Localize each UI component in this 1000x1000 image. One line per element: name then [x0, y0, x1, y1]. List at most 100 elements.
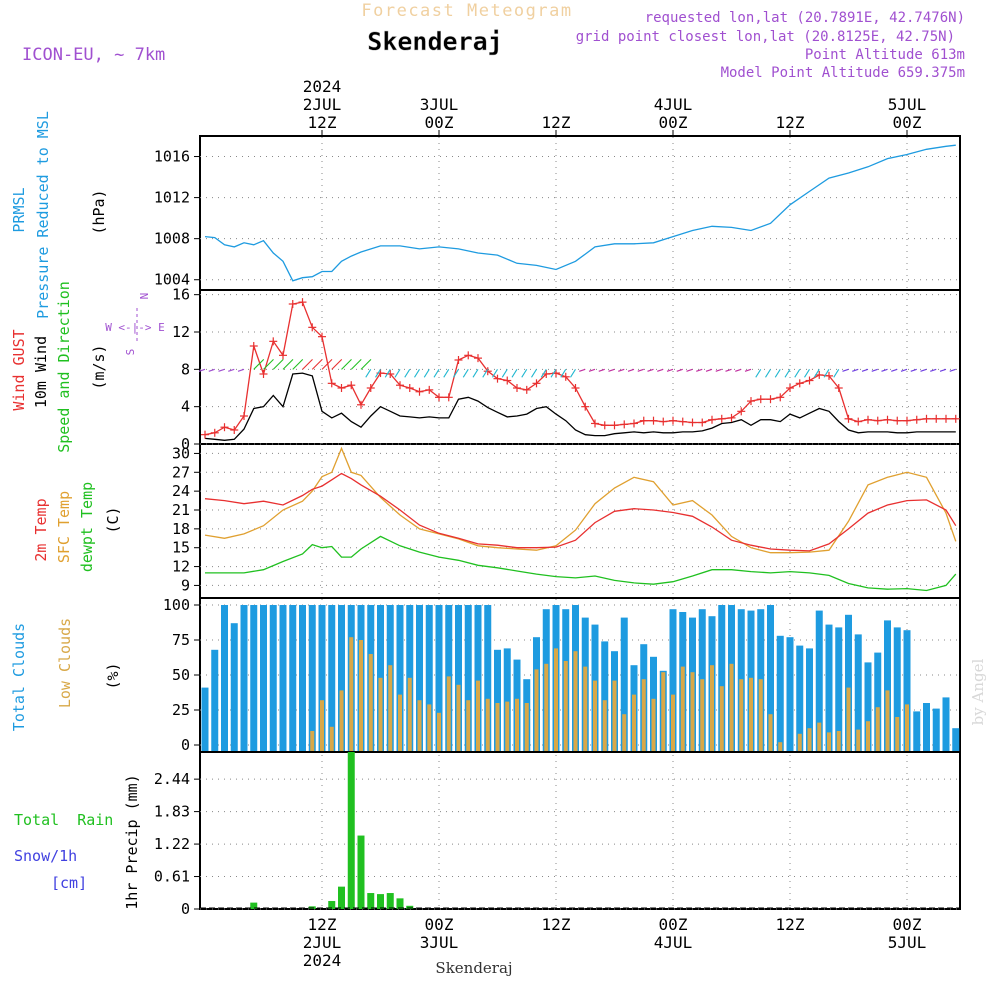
time-tick-label: 00Z — [425, 113, 454, 132]
precip-unit: 1hr Precip (mm) — [123, 774, 141, 909]
wind-arrow — [272, 358, 284, 370]
total-cloud-bar — [620, 617, 628, 751]
total-cloud-bar — [308, 605, 316, 751]
sfc-temp-label: SFC Temp — [55, 491, 73, 563]
low-cloud-bar — [827, 732, 831, 751]
total-cloud-bar — [455, 605, 462, 751]
total-cloud-bar — [942, 697, 950, 751]
wind-arrow — [765, 369, 771, 378]
wind-arrow — [618, 368, 625, 372]
wind-dir-label: Speed and Direction — [55, 281, 73, 453]
wind-arrow — [208, 368, 215, 372]
total-cloud-bar — [825, 624, 833, 751]
temp-unit: (C) — [104, 506, 122, 533]
ytick-label: 100 — [163, 596, 190, 614]
snow-label: Snow/1h — [14, 847, 77, 865]
ytick-label: 50 — [172, 666, 190, 684]
pressure-label-full: Pressure Reduced to MSL — [34, 111, 52, 319]
wind-arrow — [725, 368, 732, 372]
low-cloud-bar — [456, 684, 461, 751]
wind-arrow — [198, 368, 206, 372]
precip-bar — [367, 893, 375, 909]
wind-arrow — [861, 368, 869, 372]
wind-arrow — [939, 368, 947, 372]
dewpt-label: dewpt Temp — [78, 482, 96, 572]
low-cloud-bar — [554, 648, 558, 751]
low-cloud-bar — [573, 651, 578, 751]
ytick-label: 4 — [181, 398, 190, 416]
time-tick-label: 12Z — [776, 113, 805, 132]
series-lines — [201, 144, 960, 592]
time-tick-label: 12Z — [308, 915, 337, 934]
ytick-label: 12 — [172, 323, 190, 341]
low-cloud-bar — [622, 714, 627, 751]
low-cloud-bar — [719, 686, 724, 751]
model-label: ICON-EU, ~ 7km — [22, 45, 165, 65]
total-cloud-bar — [874, 652, 882, 751]
low-cloud-bar — [875, 707, 880, 751]
low-cloud-bar — [885, 690, 890, 751]
wind-arrow — [521, 369, 528, 378]
low-cloud-bar — [349, 637, 354, 751]
low-cloud-bar — [524, 703, 529, 751]
snow-unit: [cm] — [51, 874, 87, 892]
total-cloud-bar — [923, 703, 930, 751]
total-cloud-bar — [260, 605, 267, 751]
wind-arrow — [949, 368, 956, 372]
wind-arrow — [920, 368, 927, 372]
low-cloud-bar — [768, 714, 773, 751]
sfc-temp-line — [204, 446, 957, 554]
low-cloud-bar — [593, 680, 597, 751]
ytick-label: 16 — [172, 286, 190, 304]
ytick-label: 1.22 — [154, 835, 190, 853]
low-cloud-bar — [739, 679, 744, 751]
low-cloud-bar — [515, 698, 519, 751]
time-tick-label: 3JUL — [420, 95, 459, 114]
wind-arrow — [627, 368, 635, 372]
total-cloud-bar — [250, 605, 258, 751]
low-cloud-bar — [466, 700, 471, 751]
total-cloud-bar — [240, 605, 248, 751]
watermark: by Angel — [969, 658, 987, 725]
wind-arrow — [492, 369, 498, 378]
time-tick-label: 2JUL — [303, 95, 342, 114]
total-cloud-bar — [893, 627, 901, 751]
compass-we: W <-|-> E — [105, 321, 165, 334]
low-cloud-bar — [905, 704, 909, 751]
wind-arrow — [666, 368, 674, 372]
low-cloud-bar — [680, 666, 685, 751]
grid-point: grid point closest lon,lat (20.8125E, 42… — [576, 29, 955, 45]
wind-arrow — [263, 358, 274, 370]
total-cloud-bar — [269, 605, 277, 751]
wind-arrow — [331, 358, 343, 370]
low-cloud-bar — [320, 700, 324, 751]
low-cloud-bar — [661, 672, 666, 751]
total-cloud-bar — [767, 605, 774, 751]
low-cloud-bar — [378, 677, 383, 751]
wind-arrow — [433, 369, 440, 378]
wind-arrow — [472, 369, 479, 378]
total-cloud-bar — [845, 614, 852, 751]
total-cloud-bar — [601, 641, 609, 751]
precip-bar — [357, 835, 365, 909]
precip-bar — [250, 902, 258, 909]
wind-arrow — [676, 368, 683, 372]
low-cloud-bar — [817, 722, 822, 751]
ytick-label: 15 — [172, 539, 190, 557]
wind-arrow — [228, 368, 235, 372]
low-cloud-bar — [368, 654, 373, 751]
wind-arrow — [375, 369, 381, 378]
time-tick-label: 12Z — [776, 915, 805, 934]
low-cloud-bar — [895, 717, 900, 751]
wind-arrow — [871, 368, 878, 372]
total-cloud-bar — [279, 605, 287, 751]
wind-arrow — [404, 369, 411, 378]
wind-arrow — [784, 369, 791, 378]
wind-arrow — [598, 368, 605, 372]
precip-bar — [328, 901, 336, 909]
wind-direction-arrows — [198, 358, 956, 378]
wind-arrow — [282, 358, 294, 370]
low-cloud-bar — [651, 698, 656, 751]
